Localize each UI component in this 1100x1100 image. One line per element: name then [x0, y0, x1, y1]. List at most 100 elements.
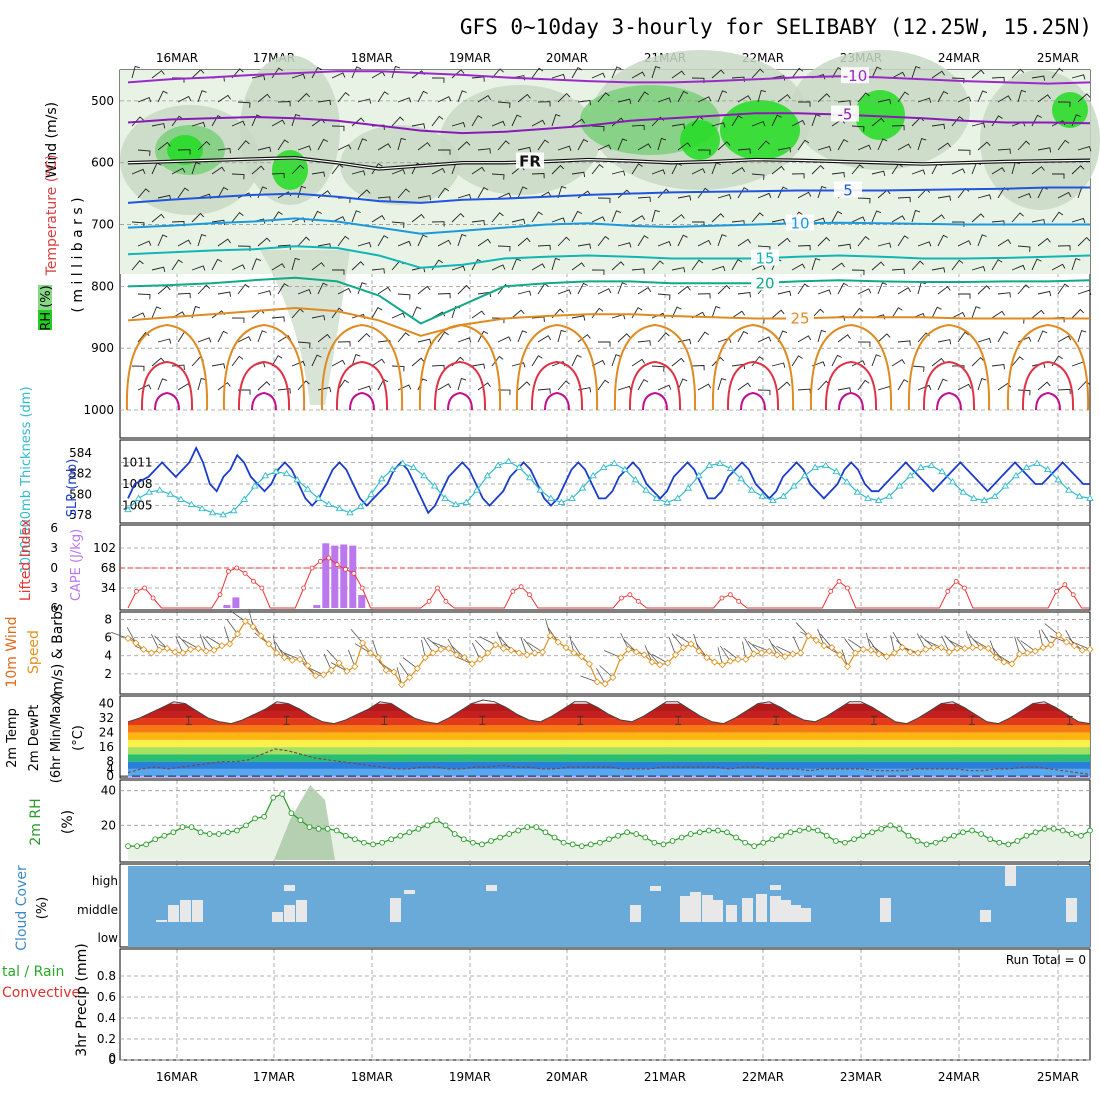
precip-tick-label: 0.8	[97, 969, 116, 983]
wind-barb	[837, 100, 851, 106]
wind-speed-point	[468, 660, 476, 668]
wind-barb	[531, 211, 543, 223]
wind-speed-point	[538, 648, 547, 656]
temp-minmax-marker	[283, 715, 290, 725]
heat-contour-30	[125, 323, 209, 411]
wind-barb-10m	[792, 636, 801, 654]
wind-barb	[637, 143, 652, 151]
top-date-label: 20MAR	[546, 51, 588, 65]
wind-barb	[151, 70, 165, 79]
thickness-point	[547, 494, 555, 501]
wind-barb	[991, 76, 1005, 83]
temp-minmax-marker	[773, 715, 780, 725]
wind-barb	[577, 243, 592, 249]
wind-speed-point	[1016, 650, 1024, 658]
thickness-point	[1033, 459, 1041, 466]
wind-barb	[177, 239, 192, 247]
wind-barb	[471, 166, 485, 175]
wind-speed-point	[976, 643, 985, 652]
wind-barb	[191, 162, 201, 175]
rh-point	[1041, 825, 1048, 832]
wind-barb	[397, 332, 410, 343]
wind-barb	[157, 234, 168, 247]
wind-barb	[631, 163, 643, 175]
isotherm-line-inner	[127, 157, 1091, 170]
wind-barb	[557, 329, 566, 343]
wind-barb	[897, 340, 911, 346]
rh-point	[869, 829, 876, 836]
wind-barb	[437, 187, 450, 199]
thickness-point	[589, 471, 597, 479]
thickness-point	[377, 474, 386, 482]
wind-barb-10m	[299, 649, 309, 666]
slp-tick-label: 1011	[122, 455, 153, 469]
wind-barb	[891, 125, 905, 131]
wind-speed-point	[1086, 645, 1094, 653]
wind-speed-point	[969, 643, 977, 652]
surface-heat-contours	[125, 323, 1090, 411]
wind-barb	[851, 216, 866, 223]
heat-contour-40	[1035, 391, 1061, 411]
wind-barb	[391, 169, 406, 175]
wind-barb-10m	[1038, 629, 1044, 648]
wind-barb	[897, 196, 911, 203]
wind-barb	[397, 137, 406, 151]
temp-band	[128, 754, 1090, 762]
wind-speed-point	[953, 644, 961, 653]
top-date-label: 25MAR	[1037, 51, 1079, 65]
wind-barb	[617, 333, 631, 343]
wind-barb	[437, 383, 452, 391]
wind-barb-10m	[768, 638, 778, 655]
wind-barb	[597, 235, 610, 247]
wind-barb	[417, 338, 432, 345]
wind-barb	[291, 257, 300, 271]
wind-speed-point	[945, 648, 953, 656]
thickness-point	[821, 461, 830, 468]
temp-tick-label: 24	[99, 726, 114, 740]
thickness-point	[853, 488, 862, 495]
wind-barb	[1051, 173, 1065, 179]
wind-barb-10m	[1014, 636, 1020, 655]
temp-axis-label: 2m Temp	[5, 708, 20, 768]
temp-minmax-marker	[381, 715, 388, 725]
rh-point	[805, 825, 812, 832]
wind-barb-10m	[1020, 640, 1036, 652]
wind-barb-10m	[471, 642, 481, 660]
isotherm-label-bg	[831, 105, 859, 122]
wind-barb	[471, 219, 485, 226]
wind-barb	[957, 96, 972, 103]
wind-barb	[611, 314, 626, 320]
wind-barb	[297, 92, 311, 103]
wind-barb	[697, 331, 709, 343]
wind-barb	[817, 186, 827, 199]
wind-barb	[491, 355, 504, 367]
wind-barb	[177, 149, 191, 155]
wind-barb-10m	[347, 649, 356, 667]
temperature-axis-label: Temperature (°C)	[44, 155, 60, 277]
pressure-tick-label: 600	[91, 156, 114, 170]
wind-barb	[517, 290, 532, 296]
wind-speed-point	[437, 645, 445, 653]
wind-barb	[1077, 330, 1087, 343]
li-point	[426, 598, 432, 604]
wind-barb	[931, 123, 946, 130]
li-tick-label: 6	[50, 601, 58, 615]
wind-barb	[877, 282, 888, 295]
isotherm-label-bg	[786, 309, 814, 326]
wind-barb	[137, 149, 151, 156]
heat-contour-40	[740, 391, 766, 411]
wind-barb	[917, 138, 927, 151]
wind-barb	[317, 138, 329, 151]
wind-barb	[157, 378, 168, 391]
rh-point	[352, 836, 358, 843]
cloud-bar-high	[486, 885, 497, 891]
wind-barb	[457, 337, 472, 343]
wind-barb	[337, 379, 349, 391]
wind-barb	[997, 292, 1011, 298]
rh-point	[252, 815, 258, 822]
wind-speed-point	[679, 643, 687, 652]
cloud-bar-middle	[800, 908, 811, 922]
wind-barb	[617, 98, 632, 105]
rh-point	[442, 822, 449, 829]
thickness-point	[346, 508, 354, 516]
